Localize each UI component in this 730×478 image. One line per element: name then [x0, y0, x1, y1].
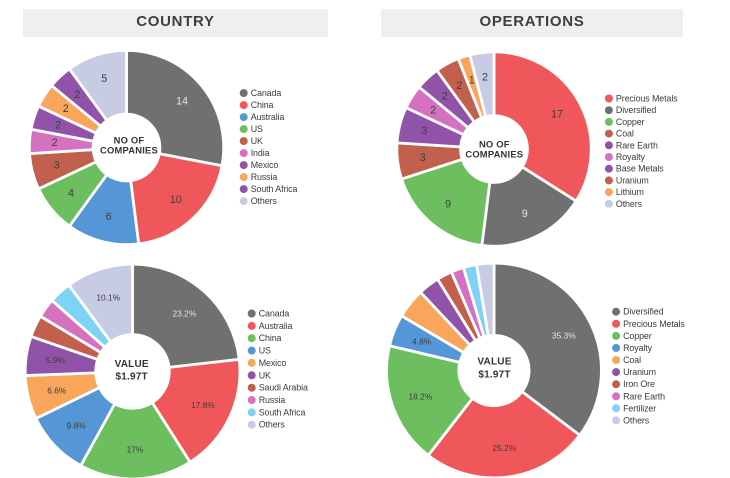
svg-text:Others: Others — [623, 415, 650, 425]
svg-text:6.6%: 6.6% — [47, 385, 67, 395]
svg-text:3: 3 — [420, 152, 426, 164]
svg-text:9: 9 — [522, 208, 528, 220]
svg-text:VALUE: VALUE — [477, 357, 511, 368]
svg-text:Iron Ore: Iron Ore — [623, 379, 655, 389]
svg-text:Lithium: Lithium — [616, 187, 644, 197]
svg-text:China: China — [251, 100, 274, 110]
svg-text:2: 2 — [52, 137, 58, 149]
svg-text:US: US — [259, 346, 271, 356]
svg-text:$1.97T: $1.97T — [478, 370, 510, 381]
svg-text:5.9%: 5.9% — [46, 355, 66, 365]
svg-text:Fertilizer: Fertilizer — [623, 403, 656, 413]
svg-text:Uranium: Uranium — [623, 367, 656, 377]
svg-text:3: 3 — [54, 159, 60, 171]
svg-text:COMPANIES: COMPANIES — [465, 148, 523, 159]
svg-text:Russia: Russia — [259, 395, 286, 405]
svg-text:9: 9 — [445, 199, 451, 211]
svg-text:25.2%: 25.2% — [492, 443, 516, 453]
svg-text:VALUE: VALUE — [115, 359, 149, 370]
svg-text:Diversified: Diversified — [623, 307, 663, 317]
svg-text:Base Metals: Base Metals — [616, 164, 664, 174]
svg-text:UK: UK — [251, 136, 263, 146]
svg-text:Coal: Coal — [623, 355, 641, 365]
svg-text:Copper: Copper — [616, 117, 645, 127]
svg-text:10.1%: 10.1% — [96, 292, 120, 302]
svg-text:Uranium: Uranium — [616, 175, 649, 185]
svg-text:23.2%: 23.2% — [173, 308, 197, 318]
svg-text:Others: Others — [616, 199, 643, 209]
svg-text:NO OF: NO OF — [479, 138, 510, 149]
svg-text:Russia: Russia — [251, 172, 278, 182]
svg-text:Rare Earth: Rare Earth — [623, 391, 665, 401]
svg-text:35.3%: 35.3% — [552, 331, 576, 341]
svg-text:2: 2 — [456, 80, 462, 92]
svg-text:Others: Others — [259, 420, 286, 430]
svg-text:2: 2 — [63, 103, 69, 115]
svg-text:Others: Others — [251, 196, 278, 206]
svg-text:Precious Metals: Precious Metals — [616, 94, 678, 104]
svg-text:US: US — [251, 124, 263, 134]
svg-text:South Africa: South Africa — [251, 184, 298, 194]
svg-text:9.8%: 9.8% — [66, 420, 86, 430]
svg-text:Mexico: Mexico — [251, 160, 279, 170]
svg-text:Precious Metals: Precious Metals — [623, 319, 685, 329]
svg-text:10: 10 — [170, 194, 182, 206]
svg-text:NO OF: NO OF — [114, 134, 145, 145]
svg-text:17.8%: 17.8% — [191, 400, 215, 410]
svg-text:Australia: Australia — [251, 112, 285, 122]
svg-text:Coal: Coal — [616, 129, 634, 139]
svg-text:COMPANIES: COMPANIES — [100, 144, 158, 155]
svg-text:Copper: Copper — [623, 331, 652, 341]
svg-text:Rare Earth: Rare Earth — [616, 140, 658, 150]
svg-text:Mexico: Mexico — [259, 358, 287, 368]
svg-text:3: 3 — [421, 125, 427, 137]
svg-text:$1.97T: $1.97T — [116, 372, 148, 383]
svg-text:Royalty: Royalty — [616, 152, 646, 162]
svg-text:18.2%: 18.2% — [409, 392, 433, 402]
svg-text:6: 6 — [106, 211, 112, 223]
svg-text:India: India — [251, 148, 270, 158]
svg-text:1: 1 — [469, 75, 475, 87]
svg-text:2: 2 — [430, 104, 436, 116]
svg-text:5: 5 — [101, 73, 107, 85]
svg-text:17%: 17% — [127, 445, 144, 455]
svg-text:2: 2 — [55, 119, 61, 131]
svg-text:Canada: Canada — [251, 88, 282, 98]
svg-text:4.8%: 4.8% — [412, 336, 432, 346]
svg-text:17: 17 — [551, 108, 563, 120]
svg-text:2: 2 — [74, 89, 80, 101]
svg-text:South Africa: South Africa — [259, 407, 306, 417]
svg-text:4: 4 — [68, 187, 74, 199]
svg-text:2: 2 — [442, 91, 448, 103]
svg-text:Diversified: Diversified — [616, 105, 656, 115]
svg-text:Saudi Arabia: Saudi Arabia — [259, 383, 308, 393]
svg-text:UK: UK — [259, 370, 271, 380]
svg-text:Royalty: Royalty — [623, 343, 653, 353]
svg-text:Canada: Canada — [259, 309, 290, 319]
svg-text:China: China — [259, 333, 282, 343]
svg-text:14: 14 — [176, 96, 188, 108]
svg-text:Australia: Australia — [259, 321, 293, 331]
svg-text:2: 2 — [482, 72, 488, 84]
